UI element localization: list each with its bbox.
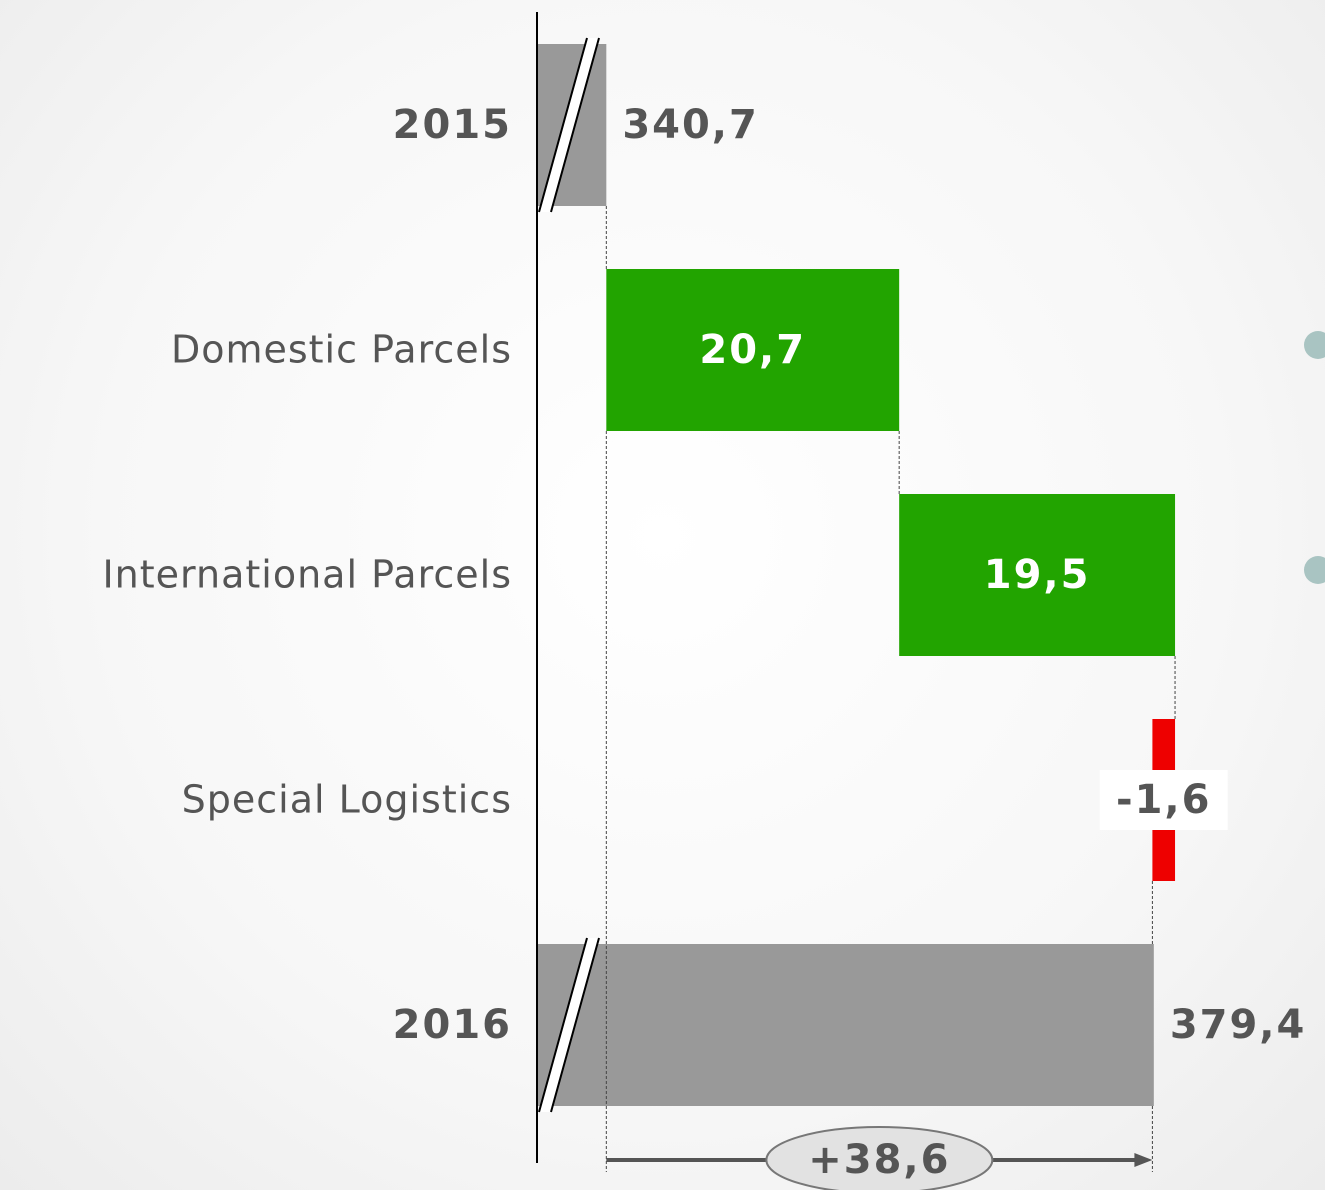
value-label: 19,5 — [984, 552, 1091, 598]
category-label: 2015 — [393, 102, 512, 148]
axis-break-line — [538, 37, 588, 213]
bar — [899, 494, 1176, 656]
category-label: Domestic Parcels — [171, 328, 512, 372]
value-label: 20,7 — [699, 327, 806, 373]
difference-label: +38,6 — [808, 1137, 950, 1183]
difference-badge — [765, 1126, 994, 1190]
axis-break — [539, 38, 599, 212]
value-label: 379,4 — [1170, 1002, 1307, 1048]
axis-break-line — [538, 937, 588, 1113]
arrow-head — [1134, 1153, 1153, 1167]
bar — [537, 944, 1154, 1106]
value-label: 340,7 — [622, 102, 759, 148]
category-label: International Parcels — [102, 553, 512, 597]
decor-dot — [1304, 556, 1325, 584]
axis-break-line — [550, 937, 600, 1113]
category-label: Special Logistics — [182, 778, 512, 822]
value-label: -1,6 — [1116, 777, 1211, 823]
category-label: 2016 — [393, 1002, 512, 1048]
decor-dot — [1304, 331, 1325, 359]
bar — [606, 269, 900, 431]
axis-break — [539, 938, 599, 1112]
axis-break-line — [550, 37, 600, 213]
label-background — [1099, 770, 1228, 830]
